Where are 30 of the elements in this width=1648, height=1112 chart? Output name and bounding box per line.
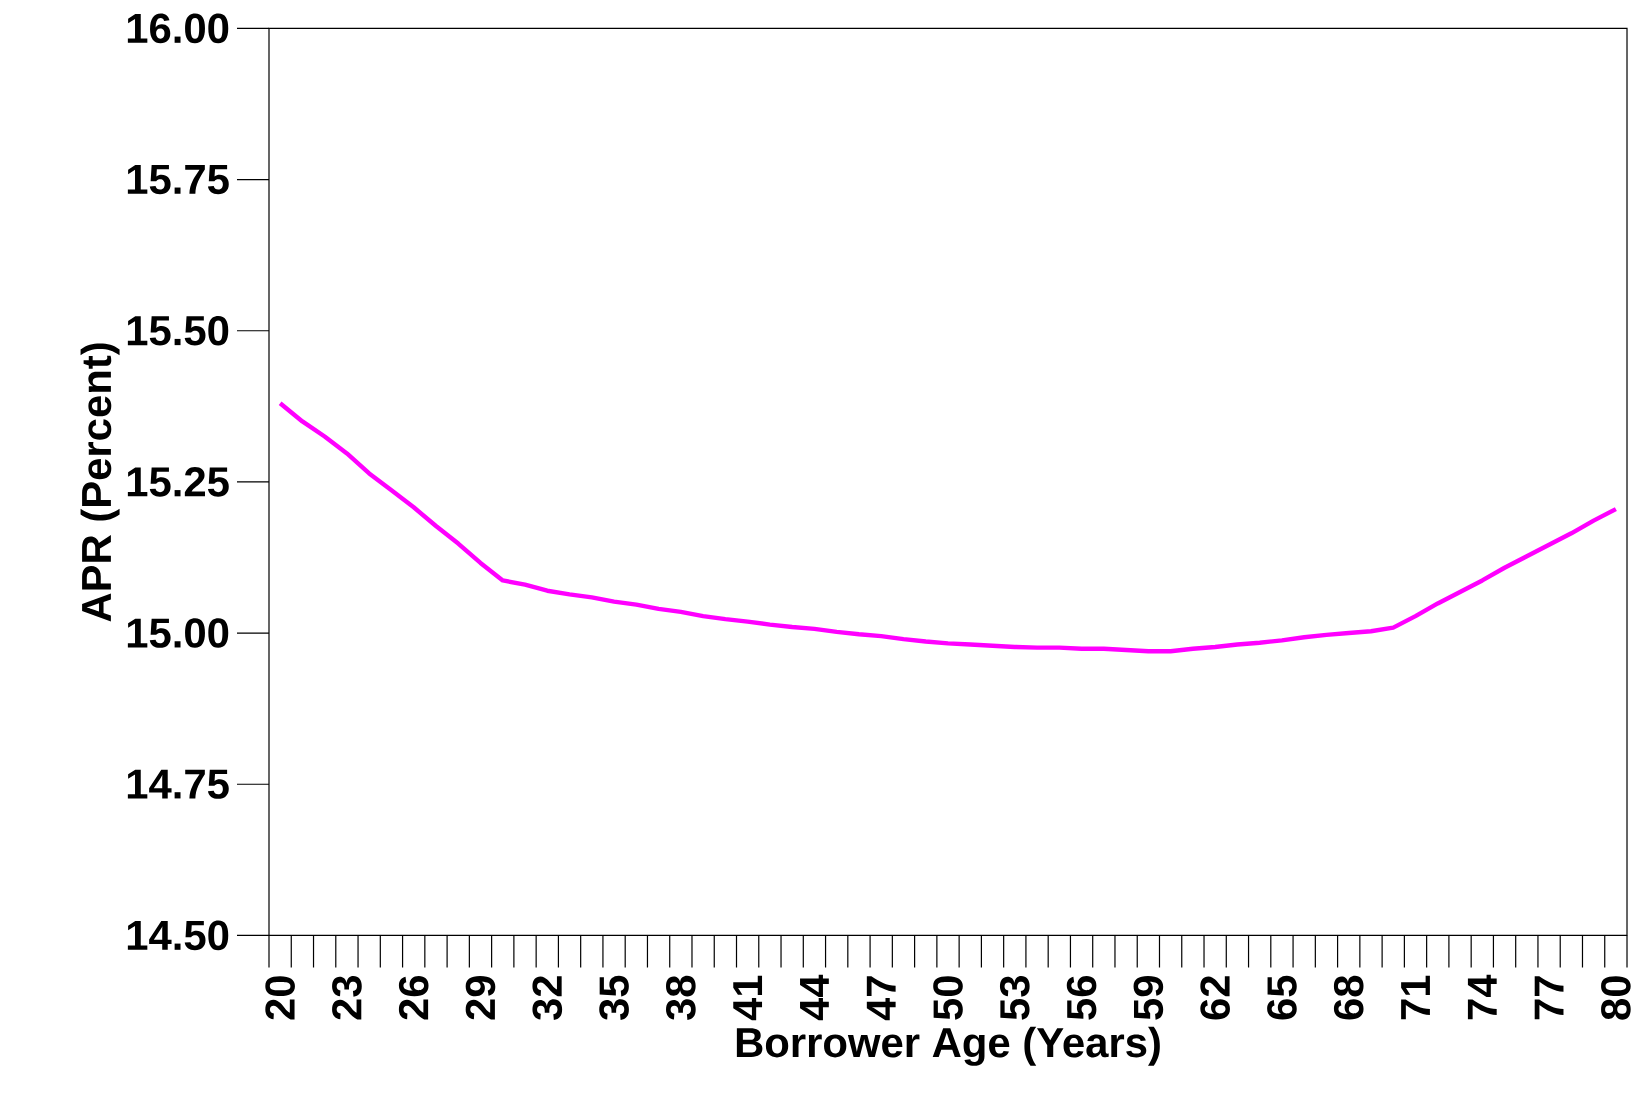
x-tick-label: 80: [1601, 976, 1631, 1020]
x-tick-label: 32: [532, 976, 563, 1021]
x-tick-label: 62: [1200, 976, 1230, 1020]
x-tick-label: 68: [1333, 975, 1364, 1020]
x-tick-label: 53: [999, 975, 1030, 1020]
x-tick-label: 38: [666, 975, 696, 1021]
x-tick-label: 77: [1534, 976, 1564, 1020]
y-tick-label: 16.00: [127, 13, 229, 44]
x-tick-label: 26: [398, 975, 429, 1020]
y-tick-label: 14.50: [127, 920, 229, 951]
y-tick-label: 15.25: [127, 467, 229, 497]
x-axis-title: Borrower Age (Years): [736, 1026, 1160, 1066]
x-tick-label: 41: [733, 975, 763, 1021]
x-tick-label: 20: [265, 976, 295, 1020]
x-tick-label: 23: [332, 975, 362, 1020]
y-axis-title: APR (Percent): [80, 343, 120, 622]
x-tick-label: 74: [1467, 974, 1497, 1020]
y-tick-label: 15.00: [127, 618, 229, 648]
x-tick-label: 71: [1401, 975, 1430, 1020]
x-tick-label: 65: [1267, 975, 1297, 1020]
x-tick-label: 47: [866, 976, 896, 1021]
y-tick-label: 15.75: [127, 164, 229, 195]
x-tick-label: 56: [1066, 975, 1097, 1020]
x-tick-label: 29: [465, 976, 496, 1020]
x-tick-label: 35: [599, 975, 629, 1021]
x-tick-label: 59: [1133, 976, 1164, 1020]
x-tick-label: 50: [933, 976, 963, 1020]
y-tick-label: 15.50: [127, 315, 229, 346]
x-tick-label: 44: [800, 974, 829, 1021]
y-tick-label: 14.75: [127, 769, 229, 799]
